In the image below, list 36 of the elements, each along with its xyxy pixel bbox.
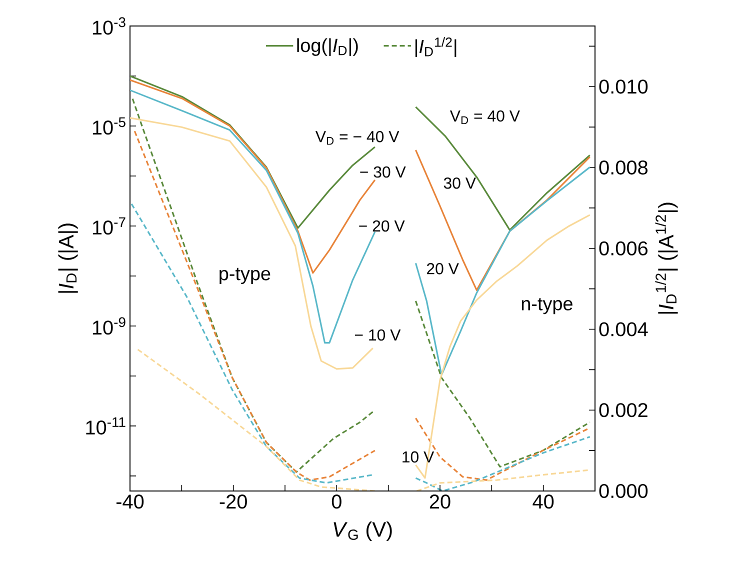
y-tick-label: 10$^{-11}$ [86,417,126,435]
line-series [416,469,591,491]
legend-label: log(|I$_{D}$|) [297,38,358,56]
line-series [414,166,591,376]
x-tick-label: 20 [430,494,450,509]
line-series [414,106,591,231]
x-tick-label: 40 [532,494,554,509]
annotation: − 10 V [355,329,401,341]
annotation: V$_{D}$ = − 40 V [315,130,400,145]
y-tick-label: 10$^{-5}$ [92,117,126,135]
annotation: − 30 V [360,166,406,178]
y2-tick-label: 0.006 [599,241,648,256]
y-tick-label: 10$^{-3}$ [92,17,126,35]
y-tick-label: 10$^{-7}$ [92,217,126,235]
y2-axis-title: |I$_{D}$$^{1/2}$| (|A$^{1/2}$|) [655,202,678,314]
y2-tick-label: 0.002 [599,403,648,418]
y2-tick-label: 0.004 [599,322,648,336]
legend-label: |I$_{D}$$^{1/2}$| [415,37,456,58]
annotation: − 20 V [359,220,405,232]
annotation: 10 V [402,451,434,463]
annotation: V$_{D}$ = 40 V [450,110,520,124]
x-axis-title: V$_{G}$ (V) [334,521,392,541]
annotation: n-type [522,298,572,314]
line-series [136,348,376,491]
y2-tick-label: 0.008 [599,160,648,175]
y2-tick-label: 0.000 [599,484,648,498]
annotation: 20 V [426,263,459,274]
annotation: p-type [220,268,270,284]
y2-tick-label: 0.010 [599,80,648,94]
y-axis-title: |I$_{D}$| (|A|) [58,224,78,293]
y-tick-label: 10$^{-9}$ [92,317,126,335]
x-tick-label: -20 [220,494,247,509]
line-series [414,149,591,291]
x-tick-label: -40 [116,494,144,509]
annotation: 30 V [444,177,476,189]
x-tick-label: 0 [332,494,342,509]
